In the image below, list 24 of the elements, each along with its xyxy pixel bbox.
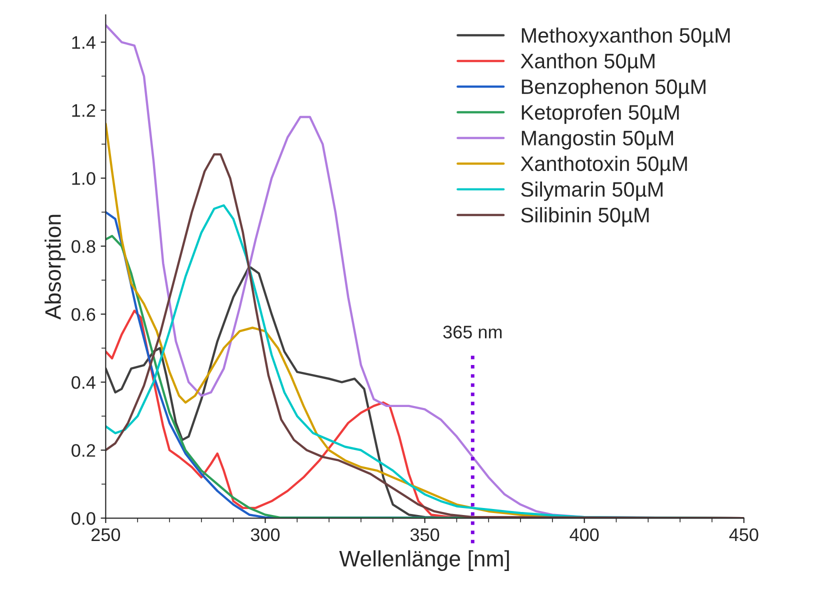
x-tick-label: 250 bbox=[92, 528, 120, 542]
y-tick-label: 1.4 bbox=[72, 36, 96, 49]
x-axis-title: Wellenlänge [nm] bbox=[339, 550, 509, 571]
y-tick-label: 0.8 bbox=[72, 240, 96, 253]
y-axis-title: Absorption bbox=[44, 214, 66, 320]
y-tick-label: 0.2 bbox=[72, 444, 96, 457]
y-tick-label: 1.0 bbox=[72, 172, 96, 185]
legend-label: Benzophenon 50µM bbox=[522, 78, 706, 98]
legend-label: Methoxyxanthon 50µM bbox=[522, 27, 730, 47]
x-tick-label: 400 bbox=[570, 528, 599, 542]
legend-label: Xanthon 50µM bbox=[520, 53, 654, 73]
y-tick-label: 0.0 bbox=[72, 512, 96, 525]
legend-label: Silibinin 50µM bbox=[521, 207, 649, 227]
y-tick-label: 1.2 bbox=[72, 104, 96, 117]
y-tick-label: 0.6 bbox=[72, 308, 96, 321]
legend-label: Ketoprofen 50µM bbox=[522, 104, 679, 124]
y-tick-label: 0.4 bbox=[72, 376, 96, 389]
legend-label: Silymarin 50µM bbox=[521, 182, 662, 201]
x-tick-label: 450 bbox=[729, 528, 758, 542]
x-tick-label: 300 bbox=[250, 528, 280, 542]
legend-label: Mangostin 50µM bbox=[522, 130, 673, 150]
ref-line-label: 365 nm bbox=[443, 326, 502, 338]
legend-label: Xanthotoxin 50µM bbox=[520, 156, 687, 176]
x-tick-label: 350 bbox=[410, 528, 440, 542]
